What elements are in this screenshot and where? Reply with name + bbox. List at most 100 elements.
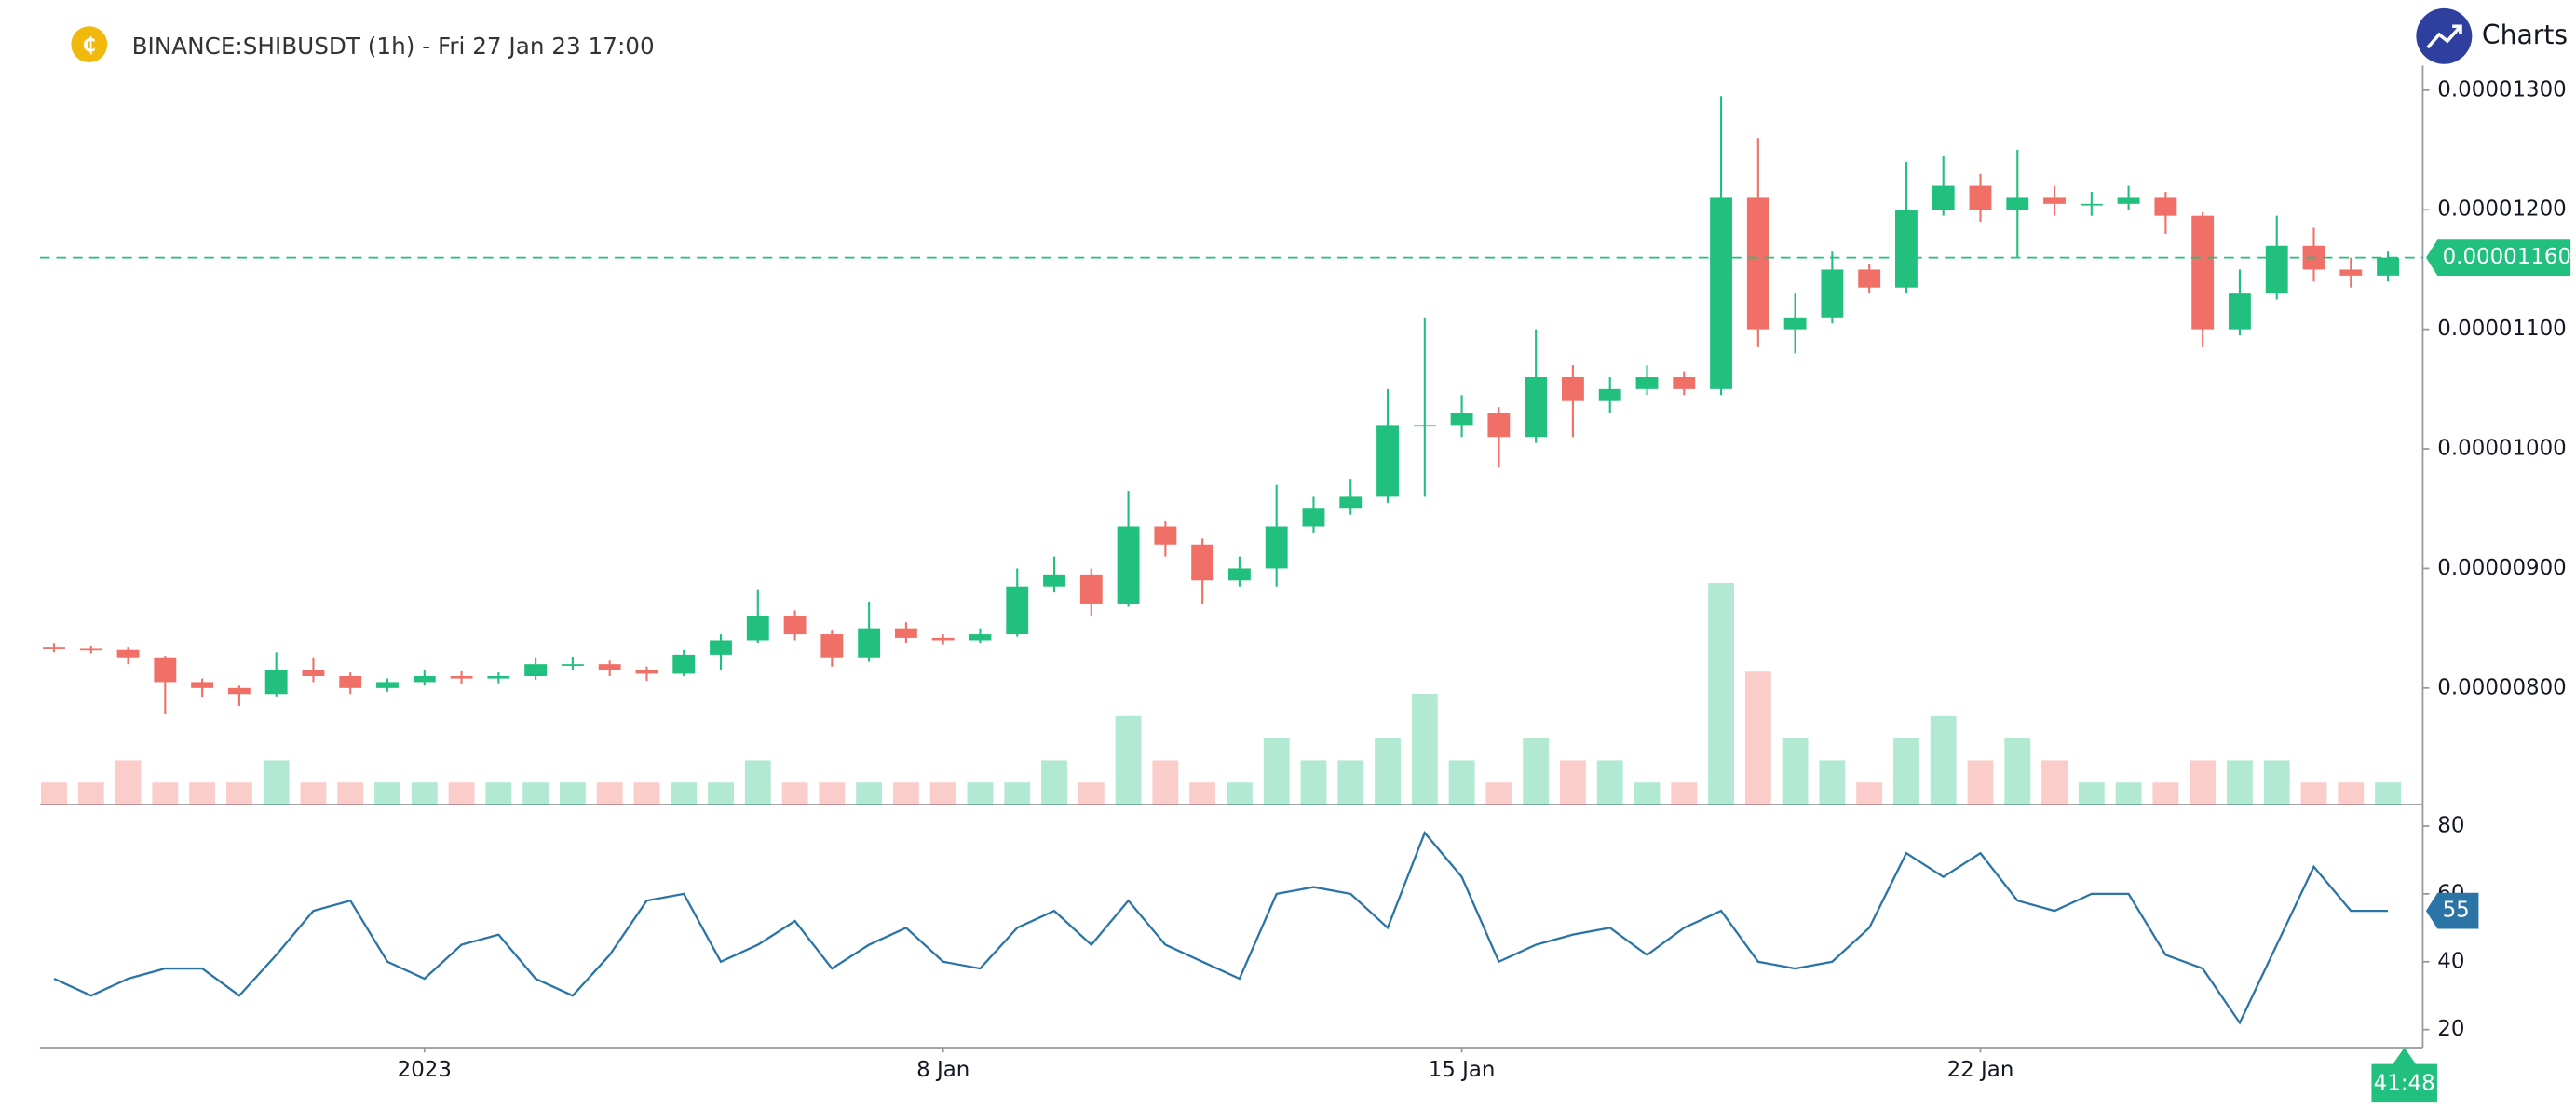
volume-bar [781,782,808,805]
candle-body [1339,496,1363,509]
y-tick-label: 0.00001200 [2437,197,2566,222]
volume-bar [633,782,660,805]
y-tick-label: 0.00001300 [2437,77,2566,102]
volume-bar [856,782,883,805]
candle-body [1117,526,1140,604]
volume-bar [1856,782,1883,805]
candle-body [1154,526,1177,545]
volume-bar [892,782,919,805]
volume-bar [2004,738,2031,805]
candle-body [969,634,992,641]
candle-body [450,675,473,679]
candle-body [1525,377,1548,438]
volume-bar [2227,760,2253,805]
candle-body [1561,377,1584,401]
volume-bar [1411,694,1438,805]
candle-body [1858,269,1881,288]
candle-body [154,657,177,683]
volume-bar [2338,782,2365,805]
candle-body [1895,210,1918,288]
volume-bar [189,782,216,805]
volume-bar [1226,782,1253,805]
volume-bar [1041,760,1067,805]
volume-bar [1560,760,1586,805]
candle-body [1265,526,1288,569]
volume-bar [337,782,364,805]
y-tick-label: 0.00001000 [2437,437,2566,461]
volume-bar [559,782,586,805]
volume-bar [2190,760,2217,805]
symbol-logo [71,26,108,63]
brand-logo[interactable] [2416,7,2473,64]
y-tick-label: 0.00001100 [2437,317,2566,341]
brand-logo-icon [2426,24,2462,49]
y-tick-label: 0.00000800 [2437,675,2566,699]
volume-bar [1263,738,1290,805]
candle-body [1932,185,1955,210]
candle-body [302,670,325,676]
volume-bar [671,782,698,805]
candle-body [1450,413,1473,426]
volume-bar [1448,760,1475,805]
candle-body [1302,508,1325,527]
countdown-tag [2371,1047,2437,1103]
volume-bar [225,782,252,805]
candle-body [1783,317,1807,330]
volume-bar [1819,760,1846,805]
volume-bar [708,782,734,805]
candle-body [1710,197,1732,389]
candle-body [1079,574,1103,604]
candle-body [598,664,621,670]
x-tick-label: 15 Jan [1429,1058,1496,1082]
volume-bar [2152,782,2179,805]
candle-body [413,675,436,683]
volume-bar [929,782,956,805]
candle-body [2043,197,2066,204]
volume-bar [1375,738,1401,805]
volume-bar [41,782,67,805]
symbol-logo-glyph: ₵ [82,33,96,56]
candle-body [524,664,548,676]
candle-body [191,682,214,688]
candle-body [2080,203,2103,206]
candle-body [1413,425,1436,427]
volume-bar [1744,671,1771,805]
volume-bar [2041,760,2068,805]
volume-bar [1634,782,1661,805]
candle-body [1191,544,1214,581]
candle-body [894,628,917,638]
volume-bar [744,760,771,805]
volume-bar [485,782,512,805]
candle-body [1821,269,1844,318]
volume-bar [1523,738,1550,805]
brand-text[interactable]: Charts p [2482,20,2576,50]
chart-title: BINANCE:SHIBUSDT (1h) - Fri 27 Jan 23 17… [132,33,655,60]
volume-bar [77,782,104,805]
volume-bar [152,782,179,805]
candle-body [2339,269,2363,276]
candle-body [79,648,102,651]
volume-bar [522,782,549,805]
candle-body [672,654,696,674]
volume-bar [967,782,994,805]
volume-bar [448,782,475,805]
candle-body [1006,586,1029,635]
volume-bar [2115,782,2142,805]
candle-body [1635,377,1659,389]
candle-body [487,675,510,679]
candle-body [376,682,399,688]
rsi-tick-label: 20 [2437,1017,2464,1041]
volume-bar [1930,715,1957,805]
candle-body [1746,197,1769,330]
volume-bar [1004,782,1031,805]
candle-body [264,670,288,695]
volume-bar [1152,760,1179,805]
volume-bar [1596,760,1623,805]
candle-body [2265,245,2288,294]
candle-body [2117,197,2140,204]
x-tick-label: 22 Jan [1947,1058,2014,1082]
rsi-tick-label: 80 [2437,813,2464,837]
candle-body [1487,413,1511,438]
candle-body [858,628,881,658]
